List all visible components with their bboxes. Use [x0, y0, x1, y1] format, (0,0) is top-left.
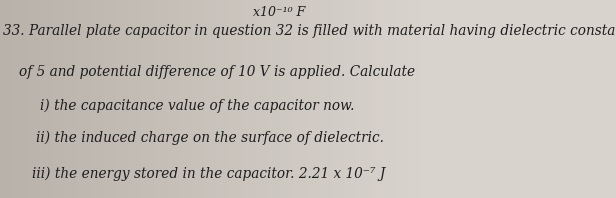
Text: iii) the energy stored in the capacitor. 2.21 x 10⁻⁷ J: iii) the energy stored in the capacitor.… — [31, 166, 385, 181]
Text: ii) the induced charge on the surface of dielectric.: ii) the induced charge on the surface of… — [36, 131, 384, 145]
Text: of 5 and potential difference of 10 V is applied. Calculate: of 5 and potential difference of 10 V is… — [19, 65, 415, 79]
Text: i) the capacitance value of the capacitor now.: i) the capacitance value of the capacito… — [40, 99, 355, 113]
Text: 33. Parallel plate capacitor in question 32 is filled with material having diele: 33. Parallel plate capacitor in question… — [3, 24, 616, 38]
Text: x10⁻¹⁰ F: x10⁻¹⁰ F — [253, 6, 305, 19]
